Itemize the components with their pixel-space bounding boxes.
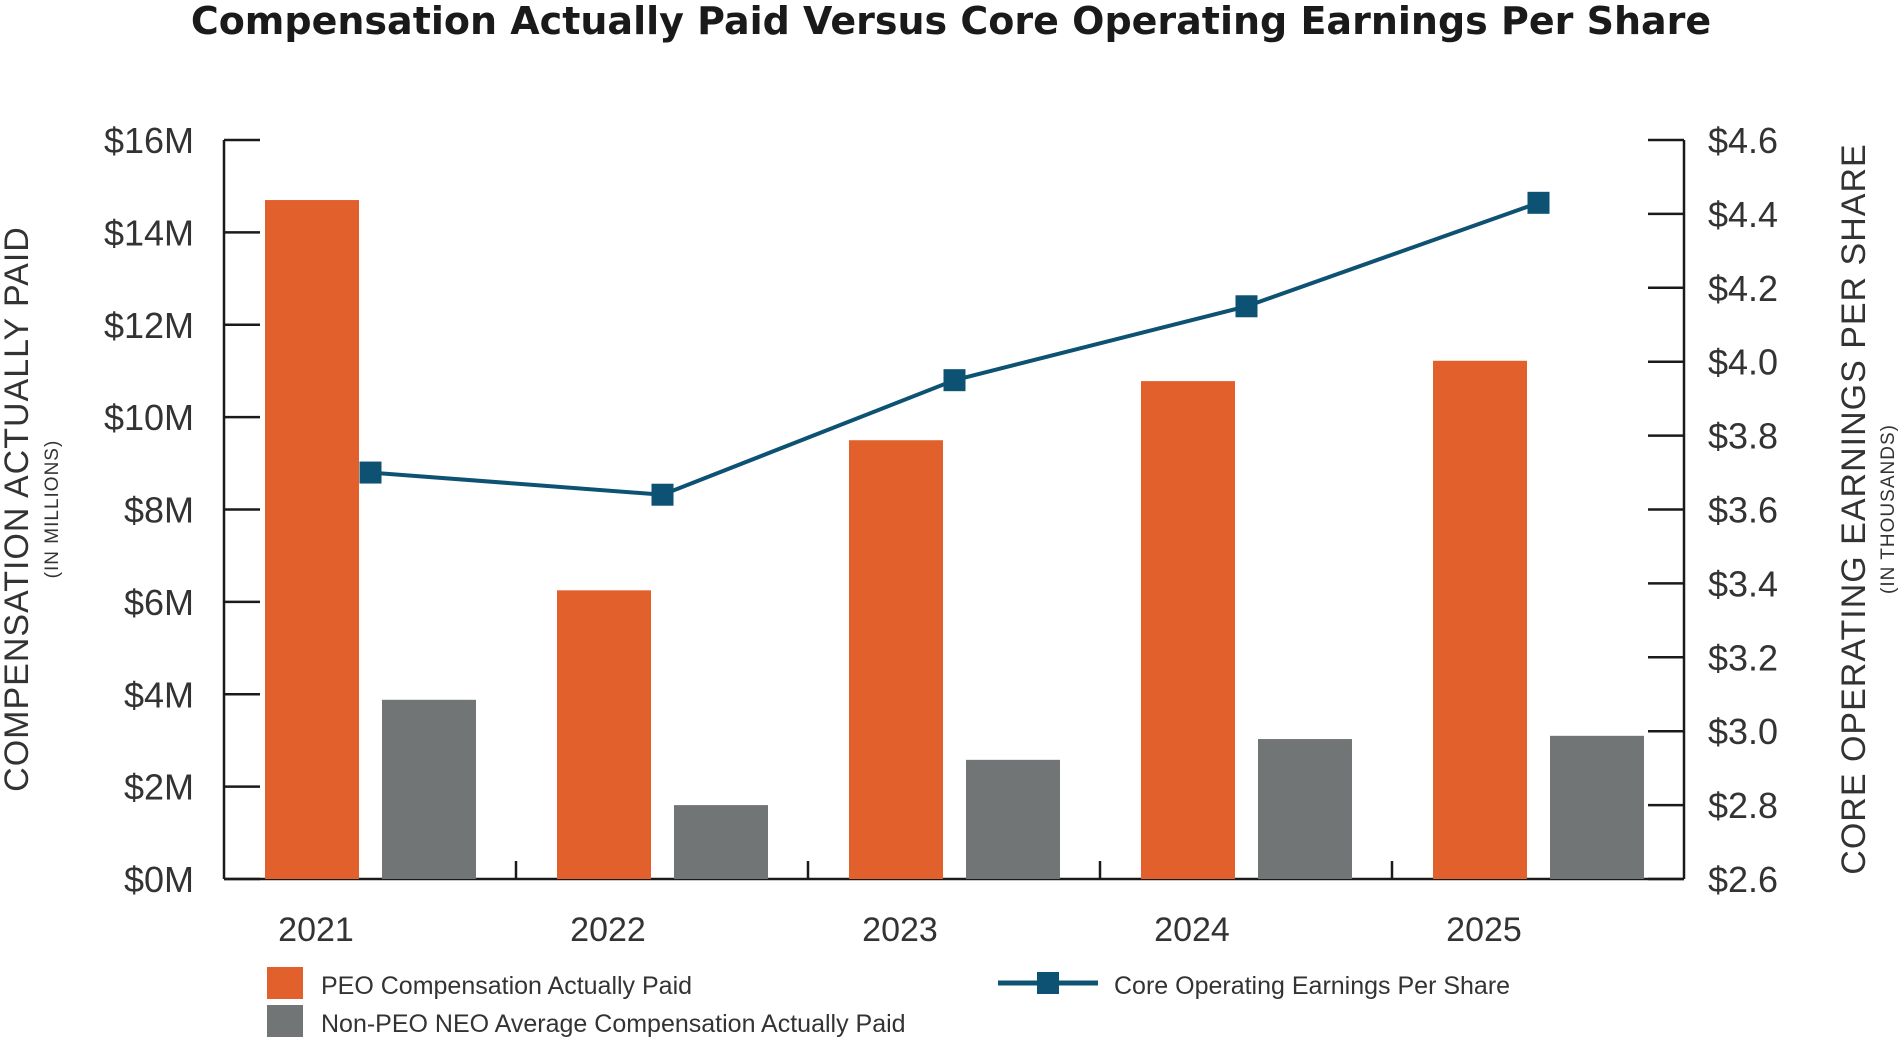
right-axis-title: CORE OPERATING EARNINGS PER SHARE	[1835, 143, 1873, 874]
legend-label-peo: PEO Compensation Actually Paid	[321, 972, 692, 1000]
eps-marker	[1527, 191, 1550, 214]
x-tick-label: 2022	[570, 911, 646, 949]
left-tick-label: $8M	[124, 490, 194, 531]
left-tick-label: $16M	[104, 120, 194, 161]
eps-marker	[651, 483, 674, 506]
eps-marker	[359, 461, 382, 484]
right-tick-label: $4.4	[1708, 194, 1778, 235]
non-peo-bar	[1550, 735, 1644, 879]
left-tick-label: $10M	[104, 397, 194, 438]
left-tick-label: $14M	[104, 212, 194, 253]
x-tick-label: 2024	[1154, 911, 1230, 949]
right-axis-subtitle: (IN THOUSANDS)	[1878, 424, 1899, 594]
non-peo-bar	[674, 805, 768, 879]
eps-marker	[943, 369, 966, 392]
peo-bar	[1141, 381, 1235, 879]
peo-bar	[557, 590, 651, 879]
left-tick-label: $4M	[124, 674, 194, 715]
legend-swatch-non-peo	[267, 1005, 303, 1037]
right-tick-label: $3.4	[1708, 563, 1778, 604]
left-axis-title: COMPENSATION ACTUALLY PAID	[0, 226, 36, 792]
legend-label-non-peo: Non-PEO NEO Average Compensation Actuall…	[321, 1010, 906, 1037]
left-tick-label: $0M	[124, 859, 194, 900]
x-tick-label: 2023	[862, 911, 938, 949]
right-tick-label: $3.0	[1708, 711, 1778, 752]
x-tick-label: 2021	[278, 911, 354, 949]
peo-bar	[849, 440, 943, 879]
non-peo-bar	[966, 759, 1060, 879]
right-tick-label: $4.2	[1708, 268, 1778, 309]
peo-bar	[1433, 360, 1527, 879]
left-tick-label: $2M	[124, 767, 194, 808]
right-tick-label: $3.8	[1708, 416, 1778, 457]
legend-swatch-peo	[267, 967, 303, 999]
right-tick-label: $3.2	[1708, 637, 1778, 678]
right-tick-label: $4.0	[1708, 342, 1778, 383]
right-tick-label: $2.6	[1708, 859, 1778, 900]
right-tick-label: $2.8	[1708, 785, 1778, 826]
left-tick-label: $6M	[124, 582, 194, 623]
x-tick-label: 2025	[1446, 911, 1522, 949]
left-tick-label: $12M	[104, 305, 194, 346]
right-tick-label: $3.6	[1708, 490, 1778, 531]
legend-label-eps: Core Operating Earnings Per Share	[1114, 972, 1510, 1000]
non-peo-bar	[382, 699, 476, 879]
chart-title: Compensation Actually Paid Versus Core O…	[191, 0, 1711, 43]
peo-bar	[265, 200, 359, 879]
plot-area: $0M $2M $4M $6M $8M $10M $12M $14M $16M $2.6 $2.8 $…	[0, 120, 1899, 949]
legend-marker-eps	[1037, 972, 1059, 994]
right-tick-label: $4.6	[1708, 120, 1778, 161]
left-axis-subtitle: (IN MILLIONS)	[42, 440, 63, 579]
non-peo-bar	[1258, 739, 1352, 879]
eps-line	[370, 200, 1540, 497]
eps-marker	[1235, 295, 1258, 318]
legend: PEO Compensation Actually Paid Non-PEO NE…	[267, 967, 1510, 1037]
